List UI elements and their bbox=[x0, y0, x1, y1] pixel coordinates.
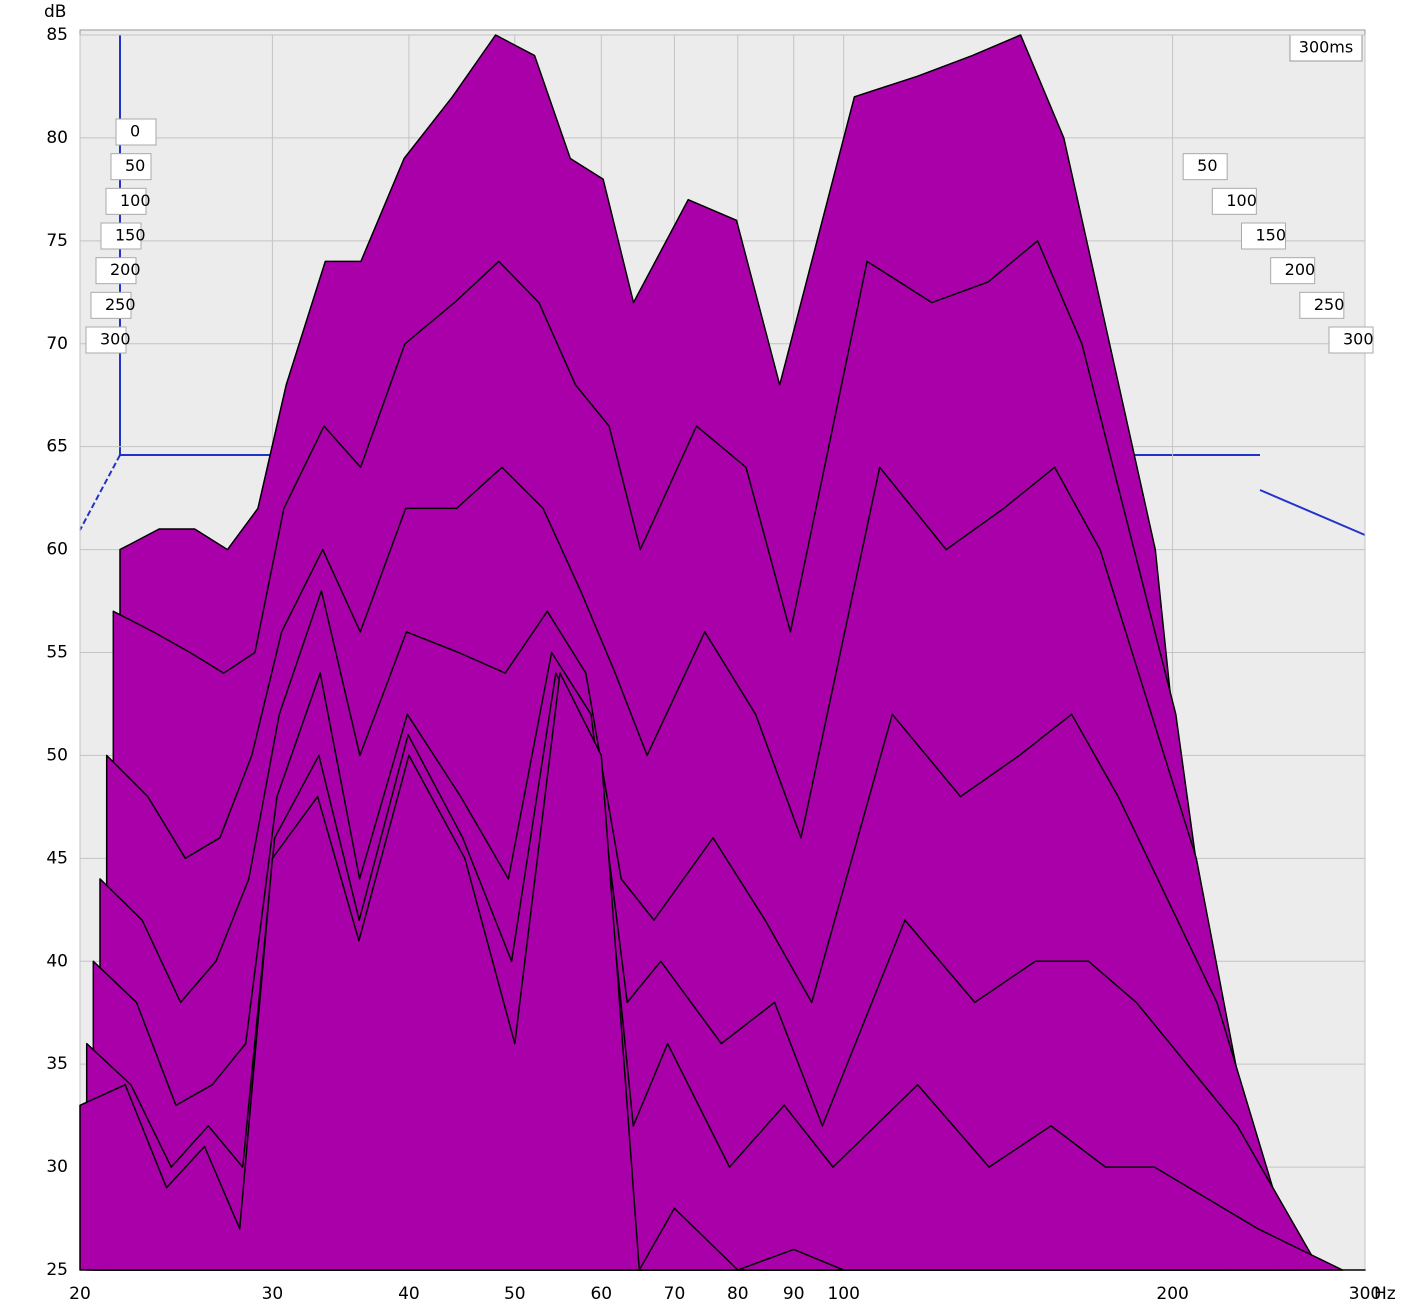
z-tick-box bbox=[85, 326, 127, 354]
z-tick-label: 250 bbox=[1314, 295, 1345, 314]
x-tick-label: 100 bbox=[827, 1284, 859, 1304]
z-tick-label: 50 bbox=[1197, 156, 1217, 175]
y-tick-label: 70 bbox=[46, 334, 68, 354]
z-tick-box bbox=[1211, 187, 1257, 215]
z-tick-box bbox=[1182, 153, 1228, 181]
z-tick-label: 100 bbox=[1226, 191, 1257, 210]
z-tick-label: 0 bbox=[130, 122, 140, 141]
x-tick-label: 50 bbox=[504, 1284, 526, 1304]
z-tick-label: 200 bbox=[110, 260, 141, 279]
z-tick-label: 250 bbox=[105, 295, 136, 314]
x-tick-label: 200 bbox=[1156, 1284, 1188, 1304]
x-tick-label: 300 bbox=[1349, 1284, 1381, 1304]
y-tick-label: 60 bbox=[46, 540, 68, 560]
x-tick-label: 90 bbox=[783, 1284, 805, 1304]
z-tick-label: 300 bbox=[1343, 330, 1374, 349]
z-tick-label: 150 bbox=[115, 226, 146, 245]
y-axis-label: dB bbox=[44, 2, 66, 22]
x-tick-label: 20 bbox=[69, 1284, 91, 1304]
z-tick-box bbox=[100, 222, 142, 250]
z-tick-box bbox=[105, 187, 147, 215]
y-tick-label: 75 bbox=[46, 231, 68, 251]
x-tick-label: 60 bbox=[590, 1284, 612, 1304]
z-label-box bbox=[1289, 34, 1363, 62]
z-tick-label: 50 bbox=[125, 156, 145, 175]
x-tick-label: 70 bbox=[664, 1284, 686, 1304]
y-tick-label: 25 bbox=[46, 1260, 68, 1280]
y-tick-label: 80 bbox=[46, 128, 68, 148]
z-tick-box bbox=[1241, 222, 1286, 250]
z-tick-box bbox=[1299, 291, 1345, 319]
z-tick-box bbox=[1270, 257, 1316, 285]
y-tick-label: 35 bbox=[46, 1054, 68, 1074]
z-tick-box bbox=[115, 118, 157, 146]
y-tick-label: 50 bbox=[46, 745, 68, 765]
z-tick-box bbox=[110, 153, 152, 181]
z-tick-label: 150 bbox=[1256, 226, 1287, 245]
z-tick-label: 300 bbox=[100, 330, 131, 349]
z-axis-label: 300ms bbox=[1299, 38, 1353, 57]
y-tick-label: 65 bbox=[46, 437, 68, 457]
y-tick-label: 30 bbox=[46, 1157, 68, 1177]
floor-edge bbox=[1259, 489, 1366, 536]
waterfall-slice bbox=[79, 672, 1366, 1271]
floor-edge bbox=[79, 454, 121, 531]
x-axis-label: Hz bbox=[1374, 1284, 1396, 1304]
x-tick-label: 30 bbox=[262, 1284, 284, 1304]
y-tick-label: 55 bbox=[46, 643, 68, 663]
y-tick-label: 40 bbox=[46, 951, 68, 971]
z-tick-box bbox=[90, 291, 132, 319]
z-tick-box bbox=[95, 257, 137, 285]
y-tick-label: 85 bbox=[46, 25, 68, 45]
z-tick-label: 100 bbox=[120, 191, 151, 210]
z-tick-label: 200 bbox=[1285, 260, 1316, 279]
x-tick-label: 80 bbox=[727, 1284, 749, 1304]
z-tick-box bbox=[1328, 326, 1374, 354]
y-tick-label: 45 bbox=[46, 848, 68, 868]
x-tick-label: 40 bbox=[398, 1284, 420, 1304]
